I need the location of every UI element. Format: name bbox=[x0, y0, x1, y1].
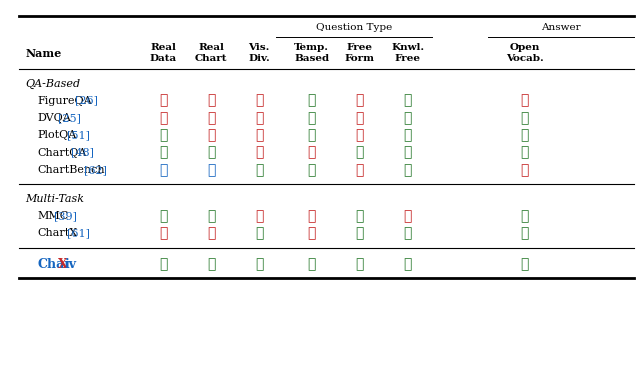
Text: ✗: ✗ bbox=[255, 111, 264, 125]
Text: ✗: ✗ bbox=[207, 128, 216, 142]
Text: ✗: ✗ bbox=[255, 145, 264, 160]
Text: ✓: ✓ bbox=[207, 257, 216, 271]
Text: ✗: ✗ bbox=[255, 209, 264, 223]
Text: Temp.
Based: Temp. Based bbox=[294, 43, 329, 63]
Text: ✓: ✓ bbox=[159, 128, 168, 142]
Text: DVQA: DVQA bbox=[37, 113, 71, 123]
Text: ✗: ✗ bbox=[159, 226, 168, 240]
Text: ✗: ✗ bbox=[307, 226, 316, 240]
Text: ✓: ✓ bbox=[520, 145, 529, 160]
Text: ✓: ✓ bbox=[255, 257, 264, 271]
Text: ✗: ✗ bbox=[355, 111, 364, 125]
Text: ✓: ✓ bbox=[307, 257, 316, 271]
Text: ✓: ✓ bbox=[355, 226, 364, 240]
Text: iv: iv bbox=[65, 258, 77, 271]
Text: ✗: ✗ bbox=[355, 93, 364, 108]
Text: ✗: ✗ bbox=[355, 163, 364, 177]
Text: ✓: ✓ bbox=[159, 257, 168, 271]
Text: ✓: ✓ bbox=[355, 145, 364, 160]
Text: ✗: ✗ bbox=[255, 93, 264, 108]
Text: ✓: ✓ bbox=[159, 145, 168, 160]
Text: ✓: ✓ bbox=[207, 163, 216, 177]
Text: Vis.
Div.: Vis. Div. bbox=[248, 43, 270, 63]
Text: ✓: ✓ bbox=[403, 111, 412, 125]
Text: Question Type: Question Type bbox=[316, 23, 392, 32]
Text: ✗: ✗ bbox=[207, 93, 216, 108]
Text: ✓: ✓ bbox=[520, 226, 529, 240]
Text: Open
Vocab.: Open Vocab. bbox=[506, 43, 543, 63]
Text: ✓: ✓ bbox=[403, 145, 412, 160]
Text: ✓: ✓ bbox=[207, 209, 216, 223]
Text: ChartQA: ChartQA bbox=[37, 147, 86, 158]
Text: [61]: [61] bbox=[67, 228, 90, 239]
Text: ✓: ✓ bbox=[207, 145, 216, 160]
Text: Free
Form: Free Form bbox=[345, 43, 374, 63]
Text: ✓: ✓ bbox=[159, 163, 168, 177]
Text: [51]: [51] bbox=[67, 130, 90, 140]
Text: ✓: ✓ bbox=[159, 209, 168, 223]
Text: ✓: ✓ bbox=[307, 111, 316, 125]
Text: [62]: [62] bbox=[84, 165, 107, 175]
Text: X: X bbox=[58, 258, 67, 271]
Text: ✓: ✓ bbox=[520, 128, 529, 142]
Text: ✓: ✓ bbox=[520, 209, 529, 223]
Text: Knwl.
Free: Knwl. Free bbox=[391, 43, 424, 63]
Text: ✗: ✗ bbox=[355, 128, 364, 142]
Text: Real
Data: Real Data bbox=[150, 43, 177, 63]
Text: ✓: ✓ bbox=[403, 93, 412, 108]
Text: ChartX: ChartX bbox=[37, 228, 77, 239]
Text: PlotQA: PlotQA bbox=[37, 130, 76, 140]
Text: Char: Char bbox=[37, 258, 71, 271]
Text: ✓: ✓ bbox=[520, 111, 529, 125]
Text: ✗: ✗ bbox=[159, 93, 168, 108]
Text: MMC: MMC bbox=[37, 211, 68, 221]
Text: ✓: ✓ bbox=[403, 226, 412, 240]
Text: ✓: ✓ bbox=[403, 163, 412, 177]
Text: [26]: [26] bbox=[76, 95, 99, 106]
Text: ChartBench: ChartBench bbox=[37, 165, 105, 175]
Text: Answer: Answer bbox=[541, 23, 580, 32]
Text: [48]: [48] bbox=[71, 147, 94, 158]
Text: [39]: [39] bbox=[54, 211, 77, 221]
Text: ✗: ✗ bbox=[255, 128, 264, 142]
Text: ✗: ✗ bbox=[159, 111, 168, 125]
Text: ✗: ✗ bbox=[207, 111, 216, 125]
Text: ✓: ✓ bbox=[255, 226, 264, 240]
Text: ✗: ✗ bbox=[307, 145, 316, 160]
Text: ✗: ✗ bbox=[403, 209, 412, 223]
Text: ✓: ✓ bbox=[307, 163, 316, 177]
Text: ✗: ✗ bbox=[207, 226, 216, 240]
Text: ✓: ✓ bbox=[255, 163, 264, 177]
Text: ✓: ✓ bbox=[403, 128, 412, 142]
Text: QA-Based: QA-Based bbox=[26, 79, 81, 88]
Text: ✓: ✓ bbox=[355, 209, 364, 223]
Text: ✗: ✗ bbox=[307, 209, 316, 223]
Text: FigureQA: FigureQA bbox=[37, 95, 92, 106]
Text: Multi-Task: Multi-Task bbox=[26, 194, 84, 204]
Text: ✓: ✓ bbox=[307, 128, 316, 142]
Text: ✓: ✓ bbox=[403, 257, 412, 271]
Text: ✗: ✗ bbox=[520, 93, 529, 108]
Text: ✗: ✗ bbox=[520, 163, 529, 177]
Text: ✓: ✓ bbox=[307, 93, 316, 108]
Text: Real
Chart: Real Chart bbox=[195, 43, 227, 63]
Text: Name: Name bbox=[26, 48, 62, 59]
Text: [25]: [25] bbox=[58, 113, 81, 123]
Text: ✓: ✓ bbox=[520, 257, 529, 271]
Text: ✓: ✓ bbox=[355, 257, 364, 271]
